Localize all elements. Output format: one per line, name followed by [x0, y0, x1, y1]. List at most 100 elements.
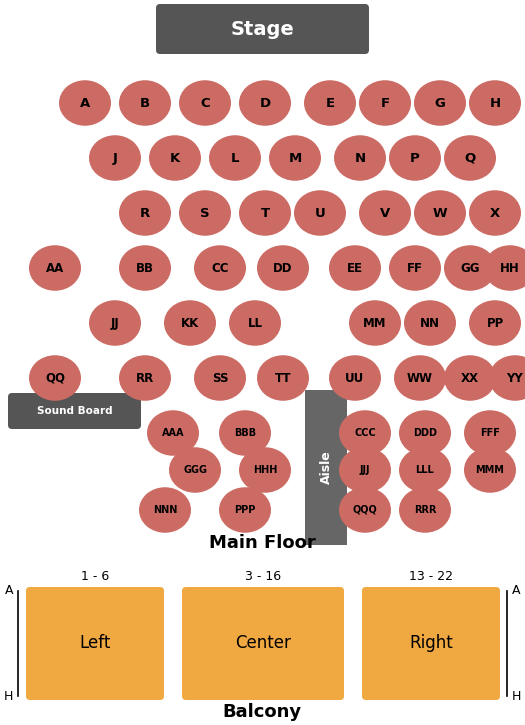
Ellipse shape	[349, 300, 401, 346]
Ellipse shape	[394, 355, 446, 401]
Ellipse shape	[414, 80, 466, 125]
Text: Balcony: Balcony	[223, 703, 301, 721]
FancyBboxPatch shape	[156, 4, 369, 54]
Text: MMM: MMM	[476, 465, 505, 475]
Ellipse shape	[164, 300, 216, 346]
Text: 1 - 6: 1 - 6	[81, 570, 109, 583]
Text: CC: CC	[211, 262, 229, 275]
Text: J: J	[112, 152, 118, 165]
Text: V: V	[380, 207, 390, 220]
Text: NNN: NNN	[153, 505, 177, 515]
Text: Center: Center	[235, 634, 291, 652]
Text: E: E	[326, 96, 334, 109]
Ellipse shape	[119, 190, 171, 236]
Text: Aisle: Aisle	[320, 451, 332, 484]
Text: B: B	[140, 96, 150, 109]
FancyBboxPatch shape	[26, 587, 164, 700]
Text: H: H	[489, 96, 500, 109]
Text: RRR: RRR	[414, 505, 436, 515]
Ellipse shape	[269, 136, 321, 181]
Text: T: T	[260, 207, 269, 220]
Ellipse shape	[194, 245, 246, 291]
Ellipse shape	[399, 410, 451, 456]
Ellipse shape	[444, 136, 496, 181]
Text: R: R	[140, 207, 150, 220]
Text: PP: PP	[486, 317, 503, 329]
Text: 3 - 16: 3 - 16	[245, 570, 281, 583]
Ellipse shape	[257, 245, 309, 291]
Text: H: H	[4, 689, 13, 703]
Ellipse shape	[119, 245, 171, 291]
Ellipse shape	[469, 80, 521, 125]
Text: NN: NN	[420, 317, 440, 329]
Text: TT: TT	[275, 371, 291, 384]
Text: XX: XX	[461, 371, 479, 384]
Ellipse shape	[464, 410, 516, 456]
Text: F: F	[381, 96, 390, 109]
Text: BB: BB	[136, 262, 154, 275]
Text: RR: RR	[136, 371, 154, 384]
Ellipse shape	[304, 80, 356, 125]
Text: Main Floor: Main Floor	[208, 534, 316, 552]
Ellipse shape	[389, 245, 441, 291]
Ellipse shape	[329, 245, 381, 291]
Ellipse shape	[469, 190, 521, 236]
FancyBboxPatch shape	[8, 393, 141, 429]
Text: KK: KK	[181, 317, 199, 329]
Text: N: N	[354, 152, 365, 165]
Text: FF: FF	[407, 262, 423, 275]
Text: M: M	[288, 152, 302, 165]
Text: QQQ: QQQ	[353, 505, 377, 515]
Text: LLL: LLL	[416, 465, 434, 475]
Ellipse shape	[119, 80, 171, 125]
Ellipse shape	[329, 355, 381, 401]
FancyBboxPatch shape	[362, 587, 500, 700]
Text: AA: AA	[46, 262, 64, 275]
Text: A: A	[80, 96, 90, 109]
Text: U: U	[314, 207, 326, 220]
Text: A: A	[5, 584, 13, 597]
Text: AAA: AAA	[162, 428, 184, 438]
Ellipse shape	[139, 487, 191, 533]
Text: BBB: BBB	[234, 428, 256, 438]
Ellipse shape	[339, 487, 391, 533]
Text: HH: HH	[500, 262, 520, 275]
Text: P: P	[410, 152, 420, 165]
Text: SS: SS	[212, 371, 228, 384]
Ellipse shape	[179, 80, 231, 125]
Text: WW: WW	[407, 371, 433, 384]
Ellipse shape	[149, 136, 201, 181]
Text: DDD: DDD	[413, 428, 437, 438]
Text: W: W	[433, 207, 447, 220]
Text: YY: YY	[507, 371, 523, 384]
Text: Stage: Stage	[230, 20, 295, 38]
Ellipse shape	[339, 410, 391, 456]
Text: Left: Left	[79, 634, 111, 652]
Ellipse shape	[257, 355, 309, 401]
Ellipse shape	[147, 410, 199, 456]
Ellipse shape	[399, 487, 451, 533]
Text: GGG: GGG	[183, 465, 207, 475]
Ellipse shape	[399, 447, 451, 493]
Text: Right: Right	[409, 634, 453, 652]
Bar	[305, 390, 347, 545]
Ellipse shape	[389, 136, 441, 181]
Ellipse shape	[89, 136, 141, 181]
Text: S: S	[200, 207, 210, 220]
Ellipse shape	[469, 300, 521, 346]
FancyBboxPatch shape	[182, 587, 344, 700]
Text: CCC: CCC	[354, 428, 376, 438]
Ellipse shape	[239, 80, 291, 125]
Ellipse shape	[404, 300, 456, 346]
Ellipse shape	[239, 447, 291, 493]
Text: L: L	[231, 152, 239, 165]
Text: GG: GG	[460, 262, 480, 275]
Ellipse shape	[334, 136, 386, 181]
Ellipse shape	[29, 355, 81, 401]
Text: EE: EE	[347, 262, 363, 275]
Text: QQ: QQ	[45, 371, 65, 384]
Text: C: C	[200, 96, 210, 109]
Text: FFF: FFF	[480, 428, 500, 438]
Text: 13 - 22: 13 - 22	[409, 570, 453, 583]
Text: A: A	[512, 584, 520, 597]
